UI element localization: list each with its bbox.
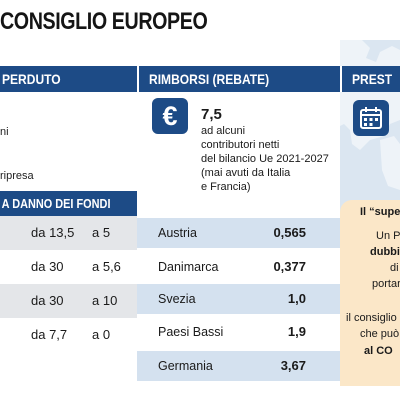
info-box-line: dubbi s xyxy=(370,246,400,258)
rebate-value: 0,565 xyxy=(273,225,306,240)
calendar-icon xyxy=(353,100,389,136)
rebate-row: Paesi Bassi 1,9 xyxy=(137,317,340,347)
column-header-loans: PREST xyxy=(340,66,400,92)
info-box-line: il consiglio xyxy=(346,312,397,324)
fund-from: da 30 xyxy=(31,259,64,274)
info-box-title: Il “super xyxy=(360,206,400,218)
rebate-row: Germania 3,67 xyxy=(137,351,340,381)
fund-to: a 5 xyxy=(92,225,111,240)
rebate-row: Svezia 1,0 xyxy=(137,284,340,314)
info-box-line: al CO xyxy=(364,345,393,357)
page-title: CONSIGLIO EUROPEO xyxy=(0,8,208,35)
info-box-line: portar xyxy=(372,278,400,290)
rebate-country: Paesi Bassi xyxy=(158,325,224,339)
funds-band-header: A DANNO DEI FONDI xyxy=(0,191,137,216)
fund-to: a 5,6 xyxy=(92,259,121,274)
fund-from: da 13,5 xyxy=(31,225,75,240)
rebate-description: ad alcuni contributori netti del bilanci… xyxy=(201,125,329,193)
rebate-country: Svezia xyxy=(158,292,196,306)
left-text-line: ni xyxy=(0,126,9,138)
rebate-value: 1,0 xyxy=(287,291,306,306)
rebate-value: 0,377 xyxy=(273,259,306,274)
fund-row: da 30 a 5,6 xyxy=(0,250,137,284)
rebate-country: Germania xyxy=(158,359,213,373)
rebate-row: Austria 0,565 xyxy=(137,218,340,248)
fund-from: da 30 xyxy=(31,293,64,308)
fund-row: da 13,5 a 5 xyxy=(0,216,137,250)
fund-from: da 7,7 xyxy=(31,327,68,342)
fund-row: da 30 a 10 xyxy=(0,284,137,318)
fund-row: da 7,7 a 0 xyxy=(0,318,137,352)
rebate-row: Danimarca 0,377 xyxy=(137,252,340,282)
info-box-line: di xyxy=(390,262,399,274)
info-box-line: che può xyxy=(360,328,400,340)
rebate-value: 3,67 xyxy=(280,358,306,373)
euro-icon: € xyxy=(152,98,188,134)
column-header-lost: PERDUTO xyxy=(0,66,137,92)
rebate-country: Austria xyxy=(158,226,197,240)
fund-to: a 10 xyxy=(92,293,118,308)
fund-to: a 0 xyxy=(92,327,111,342)
rebate-country: Danimarca xyxy=(158,260,219,274)
rebate-total-value: 7,5 xyxy=(201,106,222,123)
column-header-rebates: RIMBORSI (REBATE) xyxy=(137,66,340,92)
left-text-line: ripresa xyxy=(0,170,34,182)
info-box-line: Un Pa xyxy=(376,230,400,242)
rebate-value: 1,9 xyxy=(287,324,306,339)
info-box xyxy=(340,200,400,386)
